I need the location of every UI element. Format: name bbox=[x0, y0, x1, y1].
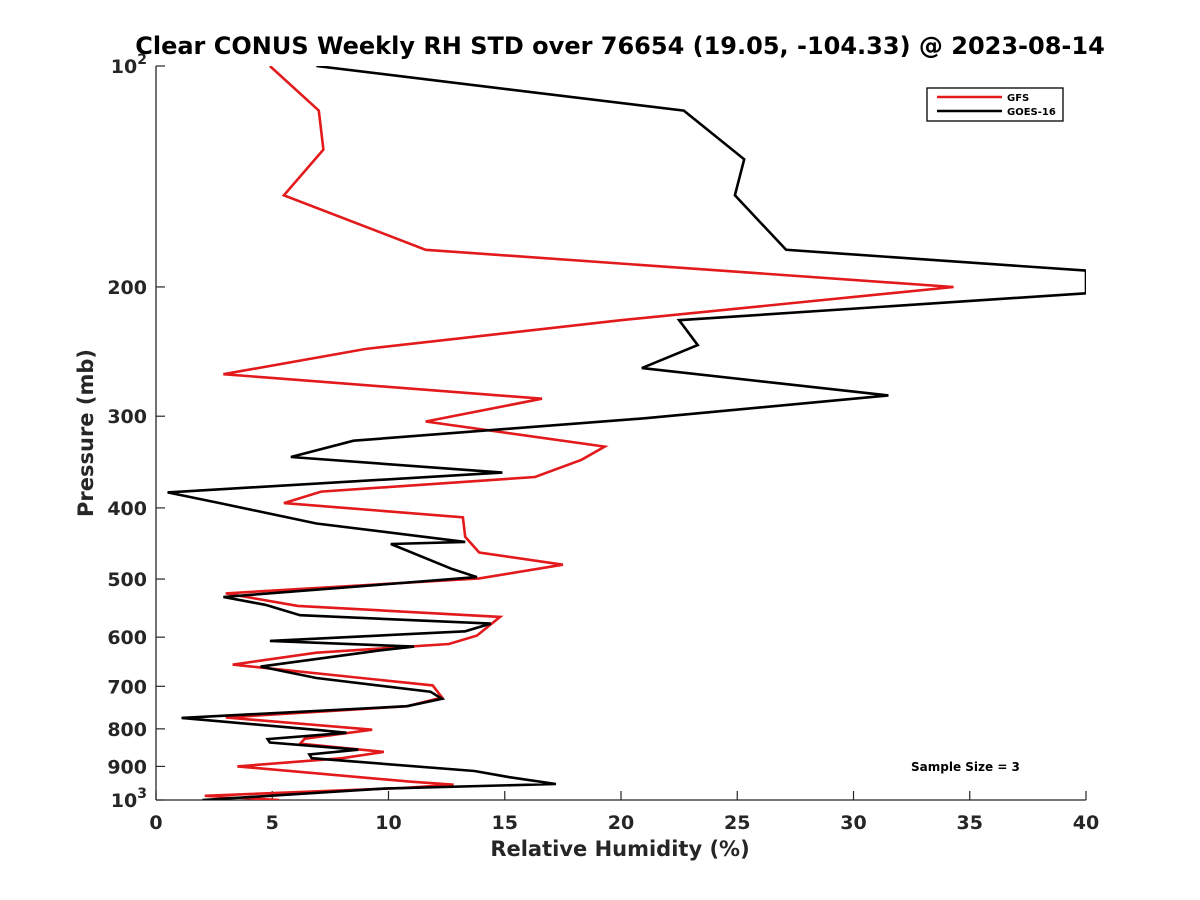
y-tick-label: 600 bbox=[107, 627, 147, 649]
y-tick-label: 400 bbox=[107, 498, 147, 520]
plot-area: 0 5 10 15 20 25 30 35 40 102 200 300 400 500 600 700 800… bbox=[107, 52, 1099, 834]
x-tick-label: 5 bbox=[266, 812, 279, 834]
legend-label: GFS bbox=[1007, 93, 1029, 104]
y-tick-label: 800 bbox=[107, 719, 147, 741]
x-tick-label: 40 bbox=[1073, 812, 1099, 834]
series-line-goes-16 bbox=[167, 66, 1086, 800]
y-tick-label: 300 bbox=[107, 406, 147, 428]
y-tick-label: 103 bbox=[111, 786, 147, 812]
chart-title: Clear CONUS Weekly RH STD over 76654 (19… bbox=[135, 32, 1105, 60]
x-tick-label: 15 bbox=[492, 812, 518, 834]
y-tick-label: 200 bbox=[107, 277, 147, 299]
x-axis-label: Relative Humidity (%) bbox=[490, 837, 749, 861]
x-tick-label: 10 bbox=[375, 812, 401, 834]
y-tick-label: 700 bbox=[107, 676, 147, 698]
x-tick-label: 30 bbox=[840, 812, 866, 834]
y-tick-label: 102 bbox=[111, 52, 147, 78]
legend-box bbox=[926, 87, 1064, 122]
y-tick-label: 500 bbox=[107, 569, 147, 591]
sample-size-annotation: Sample Size = 3 bbox=[911, 760, 1020, 774]
x-tick-label: 35 bbox=[957, 812, 983, 834]
x-tick-label: 20 bbox=[608, 812, 634, 834]
y-tick-label: 900 bbox=[107, 756, 147, 778]
x-tick-label: 25 bbox=[724, 812, 750, 834]
series-line-gfs bbox=[204, 66, 954, 800]
x-tick-label: 0 bbox=[149, 812, 162, 834]
legend-label: GOES-16 bbox=[1007, 107, 1056, 118]
y-axis-label: Pressure (mb) bbox=[74, 349, 98, 517]
